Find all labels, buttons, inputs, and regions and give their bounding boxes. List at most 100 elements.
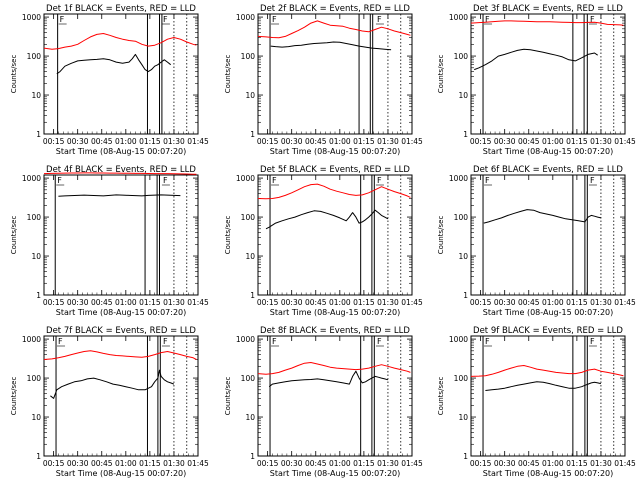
- x-tick-label: 00:30: [494, 137, 516, 146]
- y-tick-label: 10: [245, 252, 255, 261]
- series-events: [474, 48, 598, 71]
- x-tick-label: 01:15: [566, 298, 588, 307]
- y-tick-label: 1: [36, 130, 41, 139]
- plot-frame: [257, 13, 413, 135]
- y-tick-label: 100: [241, 374, 256, 383]
- x-tick-label: 00:30: [281, 137, 303, 146]
- x-tick-label: 01:00: [115, 298, 137, 307]
- x-tick-label: 01:30: [377, 298, 399, 307]
- y-tick-label: 100: [454, 213, 469, 222]
- series-lld: [470, 20, 624, 26]
- y-axis-label: Counts/sec: [224, 55, 232, 94]
- x-tick-label: 01:45: [401, 137, 423, 146]
- y-tick-label: 10: [458, 91, 468, 100]
- x-tick-label: 00:45: [305, 137, 327, 146]
- flag-label: F: [57, 176, 62, 185]
- y-axis-label: Counts/sec: [10, 55, 18, 94]
- flag-label: F: [163, 15, 168, 24]
- y-tick-label: 10: [31, 252, 41, 261]
- x-axis-label: Start Time (08-Aug-15 00:07:20): [56, 308, 187, 317]
- x-tick-label: 01:30: [377, 137, 399, 146]
- x-tick-label: 00:30: [281, 459, 303, 468]
- y-axis-label: Counts/sec: [224, 216, 232, 255]
- panel-title: Det 7f BLACK = Events, RED = LLD: [46, 326, 196, 336]
- flag-label: F: [377, 176, 382, 185]
- y-tick-label: 1: [250, 291, 255, 300]
- x-tick-label: 00:45: [518, 137, 540, 146]
- x-tick-label: 01:00: [329, 459, 351, 468]
- panel-title: Det 8f BLACK = Events, RED = LLD: [260, 326, 410, 336]
- x-tick-label: 01:45: [187, 459, 209, 468]
- x-tick-label: 01:45: [187, 137, 209, 146]
- y-axis-label: Counts/sec: [10, 377, 18, 416]
- x-tick-label: 01:45: [614, 459, 636, 468]
- x-tick-label: 00:15: [43, 137, 65, 146]
- y-tick-label: 10: [31, 413, 41, 422]
- x-tick-label: 01:30: [163, 137, 185, 146]
- series-lld: [43, 172, 197, 175]
- y-tick-label: 1: [250, 130, 255, 139]
- y-tick-label: 1000: [449, 174, 468, 183]
- x-tick-label: 00:30: [67, 298, 89, 307]
- panel-title: Det 4f BLACK = Events, RED = LLD: [46, 165, 196, 175]
- y-tick-label: 1: [463, 291, 468, 300]
- x-axis-label: Start Time (08-Aug-15 00:07:20): [270, 147, 401, 156]
- flag-label: F: [60, 15, 65, 24]
- x-tick-label: 01:15: [566, 137, 588, 146]
- x-tick-label: 00:30: [494, 298, 516, 307]
- plot-frame: [257, 174, 413, 296]
- chart-panel-3: Det 3f BLACK = Events, RED = LLD 1 10 100 10…: [437, 4, 636, 156]
- flag-label: F: [163, 176, 168, 185]
- y-tick-label: 100: [454, 374, 469, 383]
- chart-panel-5: Det 5f BLACK = Events, RED = LLD 1 10 100 10…: [224, 165, 423, 317]
- flag-label: F: [590, 15, 595, 24]
- series-events: [50, 369, 175, 399]
- x-tick-label: 00:45: [91, 459, 113, 468]
- x-tick-label: 01:30: [163, 298, 185, 307]
- y-tick-label: 10: [458, 413, 468, 422]
- y-axis-label: Counts/sec: [437, 55, 445, 94]
- y-tick-label: 10: [31, 91, 41, 100]
- x-tick-label: 00:30: [67, 137, 89, 146]
- x-tick-label: 01:45: [614, 137, 636, 146]
- y-tick-label: 1: [36, 452, 41, 461]
- plot-frame: [470, 174, 626, 296]
- x-tick-label: 00:15: [43, 298, 65, 307]
- series-events: [485, 381, 602, 391]
- chart-panel-4: Det 4f BLACK = Events, RED = LLD 1 10 100 10…: [10, 165, 209, 317]
- x-tick-label: 00:45: [305, 298, 327, 307]
- panel-title: Det 2f BLACK = Events, RED = LLD: [260, 4, 410, 14]
- x-tick-label: 01:45: [614, 298, 636, 307]
- flag-label: F: [58, 337, 63, 346]
- y-axis-label: Counts/sec: [437, 216, 445, 255]
- panel-title: Det 5f BLACK = Events, RED = LLD: [260, 165, 410, 175]
- x-tick-label: 01:15: [353, 298, 375, 307]
- series-lld: [43, 33, 197, 50]
- x-tick-label: 00:30: [281, 298, 303, 307]
- y-axis-label: Counts/sec: [10, 216, 18, 255]
- y-tick-label: 1000: [22, 13, 41, 22]
- chart-panel-2: Det 2f BLACK = Events, RED = LLD 1 10 100 10…: [224, 4, 423, 156]
- plot-frame: [43, 174, 199, 296]
- plot-frame: [43, 13, 199, 135]
- flag-label: F: [272, 337, 277, 346]
- flag-label: F: [485, 337, 490, 346]
- y-tick-label: 1000: [449, 13, 468, 22]
- flag-label: F: [590, 337, 595, 346]
- x-tick-label: 01:00: [542, 459, 564, 468]
- x-axis-label: Start Time (08-Aug-15 00:07:20): [56, 469, 187, 478]
- y-tick-label: 1000: [236, 13, 255, 22]
- x-tick-label: 01:45: [187, 298, 209, 307]
- y-tick-label: 1: [463, 452, 468, 461]
- y-tick-label: 100: [454, 52, 469, 61]
- x-tick-label: 00:45: [305, 459, 327, 468]
- chart-panel-9: Det 9f BLACK = Events, RED = LLD 1 10 100 10…: [437, 326, 636, 478]
- x-tick-label: 00:45: [91, 298, 113, 307]
- flag-label: F: [377, 15, 382, 24]
- x-tick-label: 00:15: [257, 298, 279, 307]
- x-axis-label: Start Time (08-Aug-15 00:07:20): [483, 469, 614, 478]
- x-tick-label: 01:15: [566, 459, 588, 468]
- y-tick-label: 1: [36, 291, 41, 300]
